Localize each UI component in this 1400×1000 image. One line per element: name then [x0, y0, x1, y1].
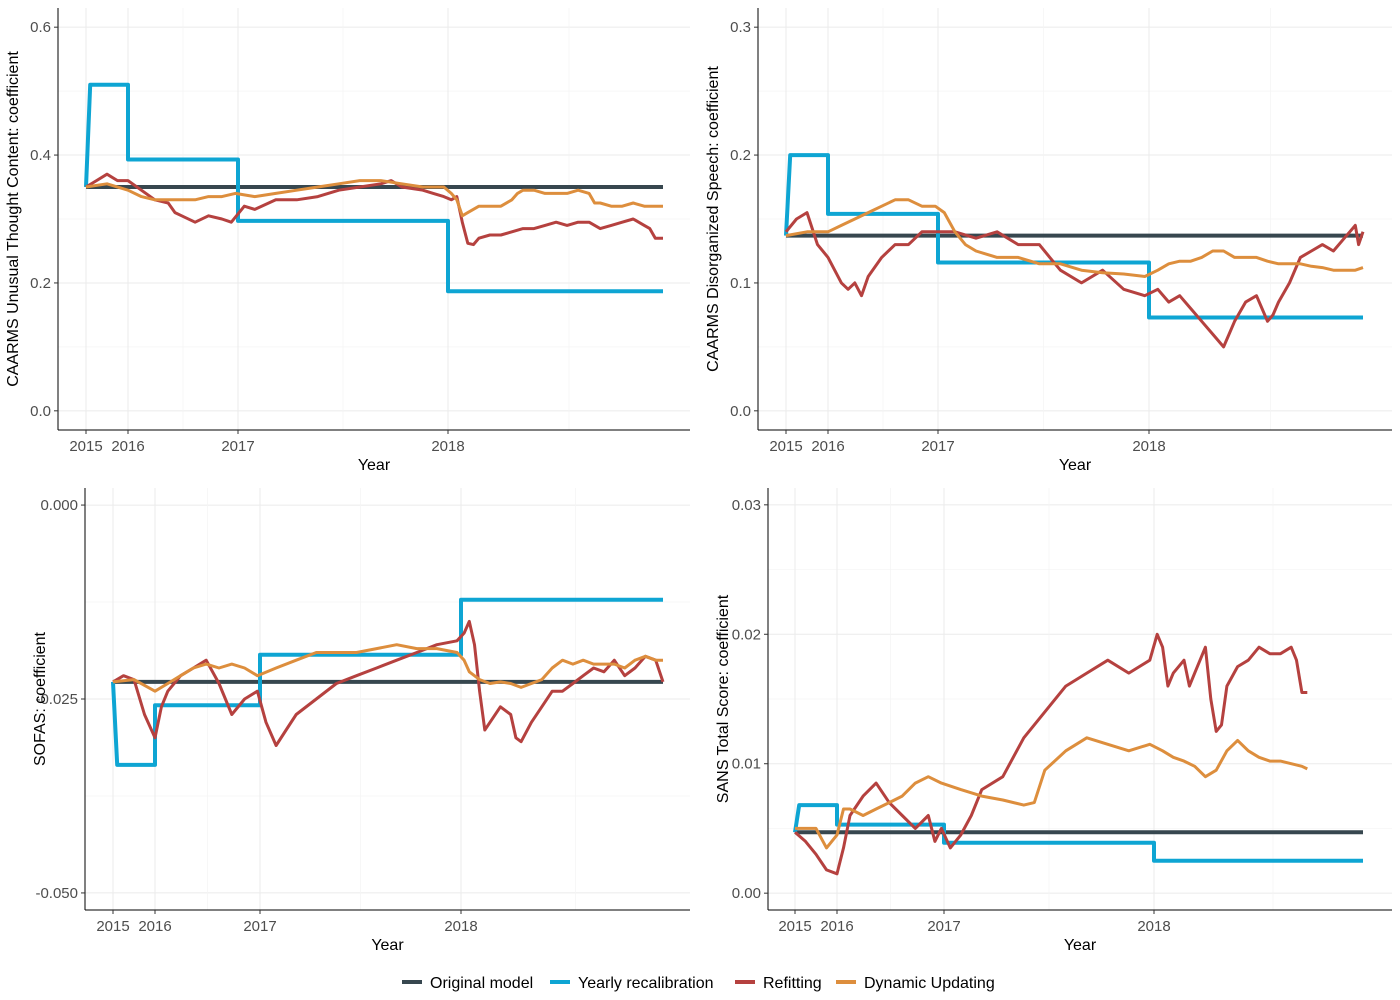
- y-tick-label: 0.3: [730, 19, 751, 36]
- y-tick-label: 0.0: [730, 403, 751, 420]
- x-tick-label: 2018: [444, 918, 477, 935]
- series-line-yearly-recalibration: [784, 153, 1363, 320]
- y-tick-label: 0.1: [730, 275, 751, 292]
- series-line-dynamic-updating: [785, 198, 1364, 278]
- series-line-refitting: [784, 211, 1365, 349]
- y-tick-label: -0.025: [35, 691, 78, 708]
- x-tick-label: 2018: [1132, 438, 1165, 455]
- x-tick-label: 2015: [69, 438, 102, 455]
- series-line-refitting: [794, 632, 1308, 876]
- chart-panel-1: 0.0 0.2 0.4 0.6 2015 2016 2017 2018 Year CAARMS U…: [5, 8, 690, 474]
- x-tick-label: 2016: [820, 918, 853, 935]
- x-axis-title: Year: [1064, 937, 1097, 954]
- legend-label: Original model: [430, 975, 533, 992]
- chart-panel-3: 0.000 -0.025 -0.050 2015 2016 2017 2018 Year SOF…: [32, 488, 690, 954]
- legend-item: Refitting: [735, 975, 822, 992]
- x-tick-label: 2017: [243, 918, 276, 935]
- legend-item: Original model: [402, 975, 533, 992]
- chart-panel-2: 0.0 0.1 0.2 0.3 2015 2016 2017 2018 Year CAARMS D…: [705, 8, 1392, 474]
- y-tick-label: 0.2: [30, 275, 51, 292]
- series-line-yearly-recalibration: [793, 803, 1363, 863]
- series-line-yearly-recalibration: [84, 82, 663, 294]
- x-tick-label: 2016: [111, 438, 144, 455]
- series-line-dynamic-updating: [85, 179, 663, 218]
- x-axis-title: Year: [358, 457, 391, 474]
- legend-item: Yearly recalibration: [550, 975, 713, 992]
- legend-label: Yearly recalibration: [578, 975, 713, 992]
- x-axis-title: Year: [371, 937, 404, 954]
- series-line-dynamic-updating: [112, 643, 663, 693]
- x-tick-label: 2015: [769, 438, 802, 455]
- y-axis-title: SANS Total Score: coefficient: [715, 594, 732, 803]
- legend-label: Dynamic Updating: [864, 975, 995, 992]
- x-tick-label: 2018: [431, 438, 464, 455]
- y-tick-label: 0.02: [732, 626, 761, 643]
- x-tick-label: 2017: [927, 918, 960, 935]
- x-tick-label: 2017: [221, 438, 254, 455]
- chart-panel-4: 0.00 0.01 0.02 0.03 2015 2016 2017 2018 Year SANS…: [715, 488, 1392, 954]
- y-tick-label: 0.4: [30, 147, 51, 164]
- x-tick-label: 2018: [1137, 918, 1170, 935]
- y-tick-label: -0.050: [35, 885, 78, 902]
- x-tick-label: 2016: [138, 918, 171, 935]
- y-tick-label: 0.2: [730, 147, 751, 164]
- x-axis-title: Year: [1059, 457, 1092, 474]
- y-tick-label: 0.0: [30, 403, 51, 420]
- x-tick-label: 2016: [811, 438, 844, 455]
- y-tick-label: 0.00: [732, 885, 761, 902]
- legend-item: Dynamic Updating: [836, 975, 995, 992]
- x-tick-label: 2015: [96, 918, 129, 935]
- y-tick-label: 0.000: [40, 497, 78, 514]
- y-tick-label: 0.03: [732, 497, 761, 514]
- x-tick-label: 2017: [921, 438, 954, 455]
- y-axis-title: CAARMS Disorganized Speech: coefficient: [705, 66, 722, 372]
- y-tick-label: 0.6: [30, 19, 51, 36]
- y-tick-label: 0.01: [732, 756, 761, 773]
- legend-label: Refitting: [763, 975, 822, 992]
- legend: Original model Yearly recalibration Refitt…: [402, 975, 995, 992]
- series-line-refitting: [85, 172, 663, 247]
- x-tick-label: 2015: [778, 918, 811, 935]
- y-axis-title: SOFAS: coefficient: [32, 631, 49, 766]
- series-line-dynamic-updating: [795, 736, 1308, 850]
- y-axis-title: CAARMS Unusual Thought Content: coeffici…: [5, 51, 22, 387]
